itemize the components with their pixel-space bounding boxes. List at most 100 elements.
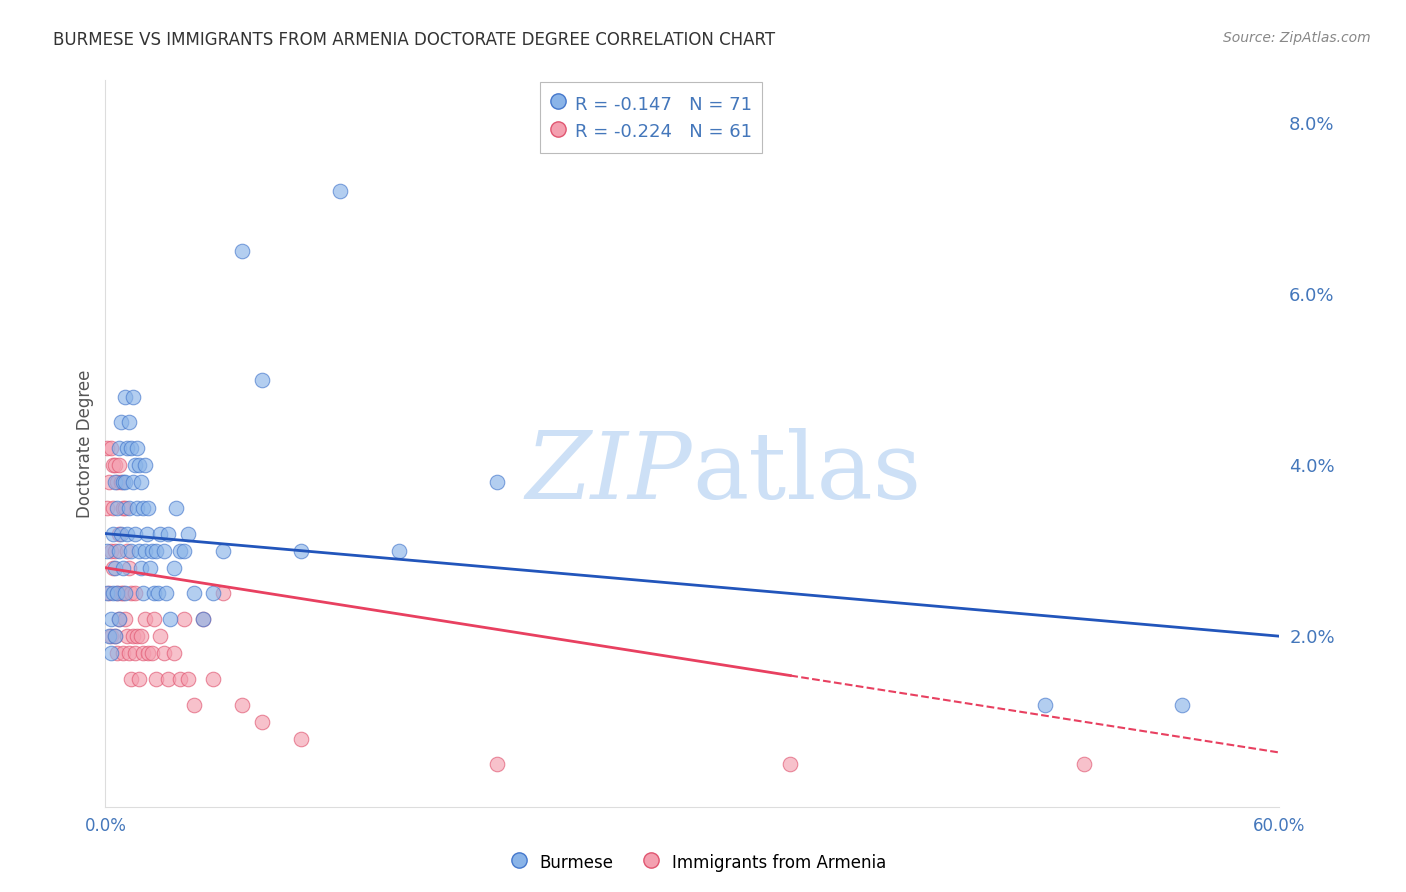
Point [121,390,143,404]
Point [143,586,166,600]
Point [105,586,128,600]
Point [231,698,253,712]
Point [157,672,180,686]
Point [193,612,215,626]
Point [100,543,122,558]
Point [202,672,225,686]
Point [329,185,352,199]
Text: BURMESE VS IMMIGRANTS FROM ARMENIA DOCTORATE DEGREE CORRELATION CHART: BURMESE VS IMMIGRANTS FROM ARMENIA DOCTO… [53,31,776,49]
Point [176,672,198,686]
Point [121,629,143,643]
Point [114,475,136,490]
Point [104,561,127,575]
Text: Source: ZipAtlas.com: Source: ZipAtlas.com [1223,31,1371,45]
Point [110,586,132,600]
Point [104,458,127,472]
Point [124,586,146,600]
Point [129,475,152,490]
Point [250,373,273,387]
Point [290,543,312,558]
Point [108,612,131,626]
Point [163,646,186,660]
Point [165,500,187,515]
Point [112,500,135,515]
Point [96,500,118,515]
Point [163,561,186,575]
Point [110,416,132,430]
Point [149,526,172,541]
Point [173,612,195,626]
Point [134,612,156,626]
Text: ZIP: ZIP [526,428,692,518]
Point [98,475,121,490]
Point [141,646,163,660]
Point [105,646,128,660]
Point [118,646,141,660]
Point [138,646,160,660]
Point [779,757,801,772]
Point [114,390,136,404]
Point [114,586,136,600]
Point [104,543,127,558]
Point [169,543,191,558]
Point [112,586,135,600]
Point [120,672,142,686]
Point [183,586,205,600]
Point [103,561,125,575]
Point [105,500,128,515]
Point [98,629,121,643]
Point [131,586,153,600]
Point [100,629,122,643]
Point [211,586,233,600]
Point [96,586,118,600]
Point [485,475,508,490]
Point [128,458,150,472]
Point [110,526,132,541]
Point [108,612,131,626]
Point [1073,757,1095,772]
Point [145,672,167,686]
Y-axis label: Doctorate Degree: Doctorate Degree [76,369,94,518]
Point [115,543,138,558]
Point [108,458,131,472]
Point [118,500,141,515]
Point [115,629,138,643]
Point [108,441,131,455]
Point [141,543,163,558]
Point [128,543,150,558]
Point [96,441,118,455]
Point [153,646,176,660]
Point [125,629,148,643]
Point [211,543,233,558]
Point [153,543,176,558]
Point [124,458,146,472]
Point [103,586,125,600]
Point [98,586,121,600]
Point [139,561,162,575]
Point [134,543,156,558]
Legend: R = -0.147   N = 71, R = -0.224   N = 61: R = -0.147 N = 71, R = -0.224 N = 61 [540,82,762,153]
Point [131,500,153,515]
Point [100,441,122,455]
Point [138,500,160,515]
Point [112,646,135,660]
Point [115,526,138,541]
Point [100,612,122,626]
Point [159,612,181,626]
Point [104,475,127,490]
Point [100,646,122,660]
Point [120,543,142,558]
Point [135,526,157,541]
Point [1033,698,1056,712]
Point [105,475,128,490]
Point [290,731,312,746]
Point [115,441,138,455]
Point [250,714,273,729]
Point [145,543,167,558]
Point [125,500,148,515]
Point [173,543,195,558]
Point [148,586,170,600]
Point [176,526,198,541]
Point [103,458,125,472]
Text: atlas: atlas [692,428,922,518]
